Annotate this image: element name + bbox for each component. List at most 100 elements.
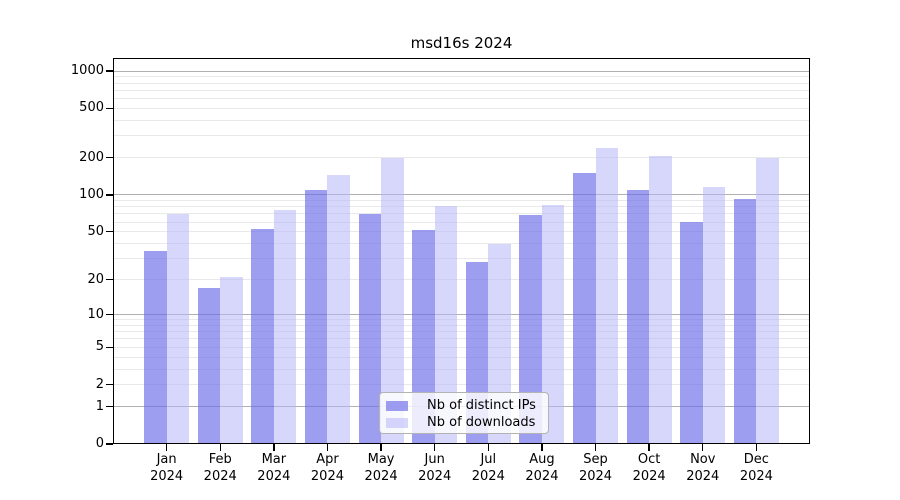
- x-tick-month: Jul: [480, 452, 497, 467]
- x-tick-label: Jul 2024: [453, 452, 523, 485]
- y-gridline-minor: [113, 206, 810, 208]
- x-tick-mark: [273, 444, 275, 451]
- x-tick-year: 2024: [578, 468, 613, 484]
- x-tick-month: Feb: [208, 452, 232, 467]
- x-tick-month: Mar: [261, 452, 287, 467]
- y-tick-label: 10: [87, 306, 104, 322]
- bar-downloads: [327, 175, 350, 444]
- x-tick-label: Oct 2024: [614, 452, 684, 485]
- bar-downloads: [541, 204, 565, 444]
- y-tick-label: 5: [95, 339, 104, 355]
- x-tick-mark: [326, 444, 329, 451]
- x-tick-mark: [648, 444, 650, 451]
- y-gridline-minor: [113, 200, 810, 202]
- bar-distinct-ips: [197, 288, 221, 444]
- bar-distinct-ips: [519, 215, 542, 444]
- x-tick-year: 2024: [525, 468, 559, 484]
- x-tick-year: 2024: [632, 468, 666, 484]
- y-tick-label: 20: [87, 271, 104, 287]
- x-tick-month: Sep: [583, 452, 608, 467]
- y-gridline-minor: [113, 346, 810, 348]
- x-tick-label: Nov 2024: [668, 452, 738, 485]
- y-gridline-minor: [113, 356, 810, 358]
- y-gridline-minor: [113, 384, 810, 386]
- y-gridline-minor: [113, 89, 810, 91]
- x-tick-label: Apr 2024: [292, 452, 362, 485]
- x-tick-year: 2024: [471, 468, 505, 484]
- legend: Nb of distinct IPs Nb of downloads: [379, 392, 549, 434]
- y-tick-mark: [106, 231, 113, 233]
- x-tick-month: Jun: [424, 452, 445, 467]
- bar-distinct-ips: [304, 189, 328, 444]
- x-tick-month: Jan: [156, 452, 177, 467]
- y-gridline-minor: [113, 279, 810, 281]
- bar-downloads: [756, 158, 779, 444]
- y-gridline-major: [113, 194, 810, 196]
- y-tick-mark: [106, 157, 113, 159]
- y-gridline-minor: [113, 135, 810, 137]
- bar-distinct-ips: [626, 189, 650, 444]
- y-gridline-minor: [113, 324, 810, 326]
- y-tick-mark: [106, 405, 113, 408]
- x-tick-year: 2024: [739, 468, 773, 484]
- y-tick-label: 100: [79, 186, 104, 202]
- bar-downloads: [649, 155, 672, 444]
- x-tick-label: Dec 2024: [721, 452, 791, 485]
- chart-title: msd16s 2024: [410, 34, 513, 52]
- x-tick-year: 2024: [364, 468, 398, 484]
- x-tick-label: May 2024: [346, 452, 416, 485]
- y-tick-mark: [106, 346, 113, 348]
- y-tick-label: 50: [87, 223, 104, 239]
- x-tick-mark: [487, 444, 489, 451]
- legend-item-distinct-ips: Nb of distinct IPs: [380, 397, 548, 414]
- bar-distinct-ips: [358, 213, 382, 444]
- y-gridline-minor: [113, 331, 810, 333]
- bar-downloads: [166, 213, 190, 444]
- x-tick-year: 2024: [418, 468, 452, 484]
- y-gridline-minor: [113, 221, 810, 223]
- legend-swatch-downloads: [386, 417, 408, 428]
- x-tick-year: 2024: [150, 468, 184, 484]
- x-tick-label: Sep 2024: [561, 452, 631, 485]
- y-gridline-minor: [113, 107, 810, 109]
- x-tick-label: Feb 2024: [185, 452, 255, 485]
- y-gridline-minor: [113, 213, 810, 215]
- y-tick-mark: [106, 384, 113, 386]
- bar-distinct-ips: [412, 229, 435, 444]
- legend-label: Nb of distinct IPs: [427, 398, 536, 413]
- y-tick-label: 200: [79, 149, 104, 165]
- bar-downloads: [220, 277, 243, 444]
- y-tick-mark: [106, 278, 113, 281]
- x-tick-month: May: [367, 452, 395, 467]
- y-gridline-minor: [113, 319, 810, 321]
- y-gridline-minor: [113, 98, 810, 100]
- bar-downloads: [702, 186, 726, 444]
- x-tick-label: Mar 2024: [239, 452, 309, 485]
- x-tick-label: Jun 2024: [400, 452, 470, 485]
- y-tick-mark: [106, 194, 113, 196]
- bar-distinct-ips: [733, 199, 757, 444]
- y-gridline-major: [113, 313, 810, 316]
- y-tick-mark: [106, 107, 113, 110]
- bar-distinct-ips: [573, 173, 596, 444]
- x-tick-month: Nov: [690, 452, 716, 467]
- y-gridline-major: [113, 70, 810, 72]
- y-tick-mark: [106, 70, 113, 72]
- plot-area: [113, 58, 810, 444]
- x-tick-label: Aug 2024: [507, 452, 577, 485]
- bar-downloads: [595, 147, 619, 444]
- legend-item-downloads: Nb of downloads: [380, 414, 548, 431]
- bar-downloads: [434, 205, 458, 444]
- bar-distinct-ips: [144, 250, 167, 444]
- bar-downloads: [381, 158, 404, 444]
- legend-label: Nb of downloads: [427, 415, 536, 430]
- x-tick-mark: [219, 444, 221, 451]
- x-tick-mark: [594, 444, 597, 451]
- y-tick-label: 500: [79, 100, 104, 116]
- y-tick-label: 0: [95, 436, 104, 451]
- x-tick-month: Dec: [743, 452, 769, 467]
- x-tick-mark: [433, 444, 436, 451]
- y-tick-label: 1000: [70, 63, 104, 79]
- y-gridline-minor: [113, 258, 810, 260]
